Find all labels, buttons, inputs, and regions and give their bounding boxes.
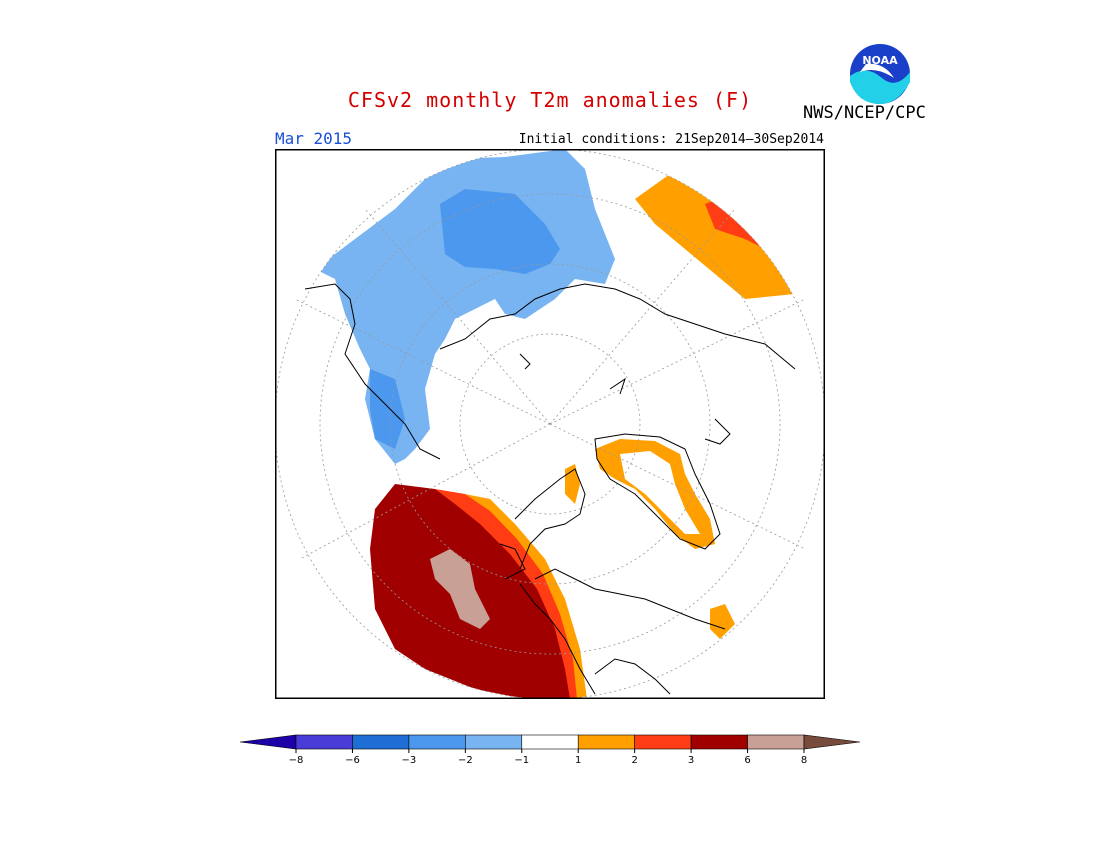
colorbar-label: 2 [631, 755, 637, 766]
colorbar-bin [521, 734, 579, 750]
colorbar-label: −6 [345, 755, 360, 766]
region-central-siberia-2 [370, 369, 405, 449]
colorbar-bin [240, 734, 297, 750]
colorbar-bin [352, 734, 410, 750]
colorbar-labels: −8 −6 −3 −2 −1 1 2 3 6 8 [289, 749, 807, 766]
colorbar-bin [634, 734, 692, 750]
colorbar-label: 3 [688, 755, 694, 766]
colorbar-label: 6 [744, 755, 750, 766]
map-frame [275, 149, 825, 699]
colorbar: −8 −6 −3 −2 −1 1 2 3 6 8 [240, 734, 860, 766]
noaa-logo-icon: NOAA [850, 44, 910, 104]
colorbar-label: −2 [458, 755, 473, 766]
colorbar-bin [408, 734, 466, 750]
region-north-america-edge [465, 494, 587, 699]
colorbar-label: 8 [801, 755, 807, 766]
colorbar-label: −8 [289, 755, 304, 766]
coastlines [304, 283, 796, 695]
region-scandinavia-dot [565, 464, 580, 504]
colorbar-label: −1 [514, 755, 529, 766]
colorbar-label: 1 [575, 755, 581, 766]
anomaly-map [275, 149, 825, 699]
region-east-asia [635, 174, 795, 299]
region-central-siberia [440, 189, 560, 274]
logo-text: NOAA [862, 54, 898, 67]
map-disc [315, 149, 795, 699]
region-north-america-coast [435, 489, 580, 699]
colorbar-bins [240, 734, 860, 750]
region-greenland-interior [620, 451, 700, 534]
colorbar-bin [465, 734, 523, 750]
colorbar-bin [577, 734, 635, 750]
chart-title: CFSv2 monthly T2m anomalies (F) [347, 88, 753, 112]
graticule [294, 193, 806, 655]
region-alaska-yukon [430, 549, 490, 629]
colorbar-bin [747, 734, 805, 750]
colorbar-bin [295, 734, 353, 750]
region-east-canada [710, 604, 735, 639]
colorbar-label: −3 [402, 755, 417, 766]
colorbar-bin [803, 734, 860, 750]
initial-conditions: Initial conditions: 21Sep2014–30Sep2014 [518, 132, 824, 147]
colorbar-bin [690, 734, 748, 750]
forecast-month: Mar 2015 [275, 129, 353, 148]
agency-label: NWS/NCEP/CPC [803, 103, 926, 123]
